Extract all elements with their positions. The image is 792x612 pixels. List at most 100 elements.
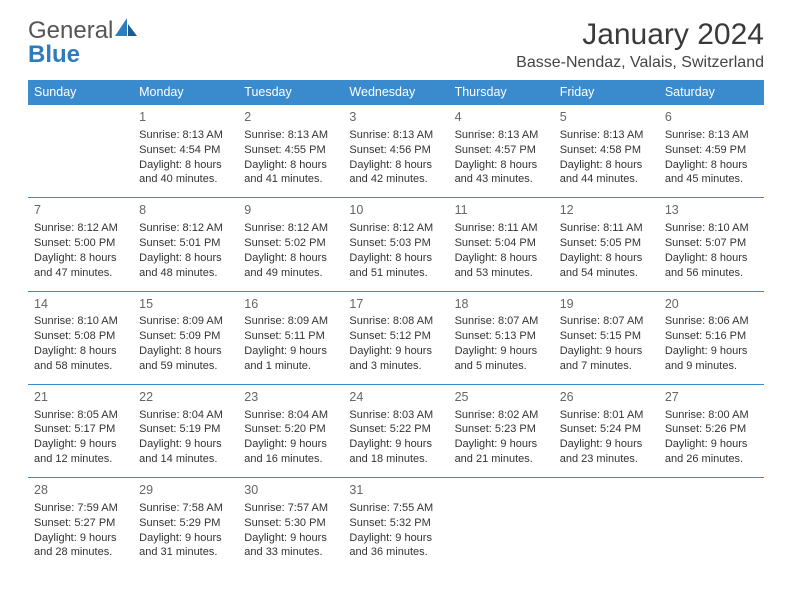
calendar-day-cell: 10Sunrise: 8:12 AMSunset: 5:03 PMDayligh… [343,198,448,291]
sunset-text: Sunset: 5:04 PM [455,236,548,251]
sunrise-text: Sunrise: 8:11 AM [455,221,548,236]
calendar-day-cell: 6Sunrise: 8:13 AMSunset: 4:59 PMDaylight… [659,105,764,198]
calendar-day-cell: 12Sunrise: 8:11 AMSunset: 5:05 PMDayligh… [554,198,659,291]
calendar-day-cell [449,478,554,571]
calendar-week-row: 28Sunrise: 7:59 AMSunset: 5:27 PMDayligh… [28,478,764,571]
sunrise-text: Sunrise: 7:59 AM [34,501,127,516]
daylight-text: Daylight: 9 hours and 1 minute. [244,344,337,374]
day-number: 24 [349,389,442,406]
day-number: 18 [455,296,548,313]
sunset-text: Sunset: 5:26 PM [665,422,758,437]
daylight-text: Daylight: 9 hours and 31 minutes. [139,531,232,561]
day-number: 21 [34,389,127,406]
daylight-text: Daylight: 8 hours and 59 minutes. [139,344,232,374]
weekday-header: Wednesday [343,80,448,105]
daylight-text: Daylight: 8 hours and 56 minutes. [665,251,758,281]
daylight-text: Daylight: 9 hours and 33 minutes. [244,531,337,561]
daylight-text: Daylight: 9 hours and 18 minutes. [349,437,442,467]
sunrise-text: Sunrise: 8:11 AM [560,221,653,236]
calendar-day-cell: 16Sunrise: 8:09 AMSunset: 5:11 PMDayligh… [238,291,343,384]
sunrise-text: Sunrise: 8:13 AM [665,128,758,143]
calendar-day-cell: 5Sunrise: 8:13 AMSunset: 4:58 PMDaylight… [554,105,659,198]
calendar-table: SundayMondayTuesdayWednesdayThursdayFrid… [28,80,764,570]
calendar-day-cell: 7Sunrise: 8:12 AMSunset: 5:00 PMDaylight… [28,198,133,291]
day-number: 29 [139,482,232,499]
calendar-day-cell: 15Sunrise: 8:09 AMSunset: 5:09 PMDayligh… [133,291,238,384]
sunset-text: Sunset: 5:11 PM [244,329,337,344]
day-number: 9 [244,202,337,219]
daylight-text: Daylight: 8 hours and 40 minutes. [139,158,232,188]
sunrise-text: Sunrise: 8:13 AM [455,128,548,143]
calendar-week-row: 1Sunrise: 8:13 AMSunset: 4:54 PMDaylight… [28,105,764,198]
calendar-day-cell: 31Sunrise: 7:55 AMSunset: 5:32 PMDayligh… [343,478,448,571]
calendar-day-cell: 17Sunrise: 8:08 AMSunset: 5:12 PMDayligh… [343,291,448,384]
daylight-text: Daylight: 8 hours and 51 minutes. [349,251,442,281]
sunrise-text: Sunrise: 8:13 AM [244,128,337,143]
day-number: 17 [349,296,442,313]
daylight-text: Daylight: 8 hours and 53 minutes. [455,251,548,281]
sunset-text: Sunset: 4:59 PM [665,143,758,158]
calendar-week-row: 7Sunrise: 8:12 AMSunset: 5:00 PMDaylight… [28,198,764,291]
day-number: 22 [139,389,232,406]
calendar-day-cell: 21Sunrise: 8:05 AMSunset: 5:17 PMDayligh… [28,384,133,477]
daylight-text: Daylight: 8 hours and 41 minutes. [244,158,337,188]
weekday-header: Thursday [449,80,554,105]
sunset-text: Sunset: 5:23 PM [455,422,548,437]
day-number: 8 [139,202,232,219]
calendar-day-cell: 19Sunrise: 8:07 AMSunset: 5:15 PMDayligh… [554,291,659,384]
sunrise-text: Sunrise: 8:03 AM [349,408,442,423]
day-number: 13 [665,202,758,219]
sunrise-text: Sunrise: 8:13 AM [139,128,232,143]
sunrise-text: Sunrise: 7:55 AM [349,501,442,516]
daylight-text: Daylight: 9 hours and 14 minutes. [139,437,232,467]
calendar-day-cell: 22Sunrise: 8:04 AMSunset: 5:19 PMDayligh… [133,384,238,477]
sunset-text: Sunset: 5:12 PM [349,329,442,344]
weekday-header: Monday [133,80,238,105]
calendar-day-cell: 27Sunrise: 8:00 AMSunset: 5:26 PMDayligh… [659,384,764,477]
calendar-day-cell: 28Sunrise: 7:59 AMSunset: 5:27 PMDayligh… [28,478,133,571]
logo: General Blue [28,18,137,67]
day-number: 16 [244,296,337,313]
day-number: 20 [665,296,758,313]
calendar-header-row: SundayMondayTuesdayWednesdayThursdayFrid… [28,80,764,105]
sunset-text: Sunset: 5:09 PM [139,329,232,344]
sunset-text: Sunset: 5:02 PM [244,236,337,251]
logo-text-general: General [28,17,113,44]
daylight-text: Daylight: 8 hours and 44 minutes. [560,158,653,188]
day-number: 27 [665,389,758,406]
header: General Blue January 2024 Basse-Nendaz, … [28,18,764,72]
sunset-text: Sunset: 4:54 PM [139,143,232,158]
day-number: 6 [665,109,758,126]
calendar-day-cell: 1Sunrise: 8:13 AMSunset: 4:54 PMDaylight… [133,105,238,198]
sunrise-text: Sunrise: 8:05 AM [34,408,127,423]
sunset-text: Sunset: 5:07 PM [665,236,758,251]
daylight-text: Daylight: 9 hours and 23 minutes. [560,437,653,467]
daylight-text: Daylight: 8 hours and 47 minutes. [34,251,127,281]
weekday-header: Sunday [28,80,133,105]
daylight-text: Daylight: 9 hours and 9 minutes. [665,344,758,374]
day-number: 26 [560,389,653,406]
calendar-day-cell: 25Sunrise: 8:02 AMSunset: 5:23 PMDayligh… [449,384,554,477]
daylight-text: Daylight: 8 hours and 58 minutes. [34,344,127,374]
sunrise-text: Sunrise: 8:00 AM [665,408,758,423]
logo-sail-icon [115,18,137,43]
day-number: 12 [560,202,653,219]
location: Basse-Nendaz, Valais, Switzerland [516,54,764,72]
calendar-day-cell: 26Sunrise: 8:01 AMSunset: 5:24 PMDayligh… [554,384,659,477]
sunset-text: Sunset: 5:32 PM [349,516,442,531]
calendar-day-cell: 24 Sunrise: 8:03 AMSunset: 5:22 PMDayligh… [343,384,448,477]
sunrise-text: Sunrise: 8:09 AM [139,314,232,329]
daylight-text: Daylight: 9 hours and 12 minutes. [34,437,127,467]
daylight-text: Daylight: 9 hours and 5 minutes. [455,344,548,374]
day-number: 31 [349,482,442,499]
calendar-day-cell: 4Sunrise: 8:13 AMSunset: 4:57 PMDaylight… [449,105,554,198]
daylight-text: Daylight: 9 hours and 21 minutes. [455,437,548,467]
daylight-text: Daylight: 8 hours and 49 minutes. [244,251,337,281]
sunrise-text: Sunrise: 8:12 AM [34,221,127,236]
weekday-header: Saturday [659,80,764,105]
sunset-text: Sunset: 4:56 PM [349,143,442,158]
sunset-text: Sunset: 5:22 PM [349,422,442,437]
day-number: 3 [349,109,442,126]
sunset-text: Sunset: 5:01 PM [139,236,232,251]
sunrise-text: Sunrise: 8:02 AM [455,408,548,423]
